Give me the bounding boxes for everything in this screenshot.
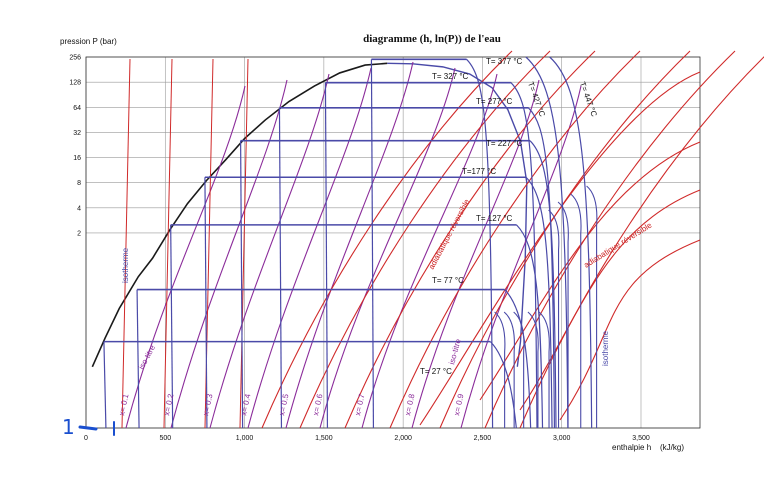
isotherm-liquid-5 bbox=[278, 107, 283, 429]
x-tick-label-5: 2,500 bbox=[474, 435, 492, 442]
x-axis-label: enthalpie h bbox=[612, 443, 651, 452]
isotherm-extra-8 bbox=[586, 185, 598, 428]
x-tick-label-7: 3,500 bbox=[632, 435, 650, 442]
adiabatic-liquid-1 bbox=[163, 58, 173, 429]
isotherm-vapor-6 bbox=[510, 82, 538, 429]
isotherm-label-7: T= 377 °C bbox=[486, 57, 523, 66]
handwritten-mark: 1 bbox=[62, 415, 115, 439]
isotherm-super-8 bbox=[525, 56, 569, 429]
handwritten-dash bbox=[78, 425, 98, 431]
y-axis-label: pression P (bar) bbox=[60, 37, 117, 46]
isotherm-layer bbox=[103, 56, 598, 429]
isotherm-vapor-3 bbox=[525, 176, 553, 429]
plot-frame bbox=[85, 56, 701, 429]
isotherm-super-9 bbox=[549, 56, 593, 429]
isotitre-line-4 bbox=[285, 61, 414, 429]
isotitre-line-2 bbox=[209, 73, 330, 429]
isotitre-label-1: x= 0.2 bbox=[162, 392, 175, 416]
isotherm-extra-7 bbox=[570, 193, 582, 428]
isotherm-label-3: T=177 °C bbox=[462, 167, 496, 176]
y-tick-label-4: 16 bbox=[73, 155, 81, 162]
adiabatic-liquid-3 bbox=[239, 58, 249, 429]
isotherm-extra-5 bbox=[548, 209, 560, 428]
adiabatic-super-3 bbox=[419, 71, 701, 426]
isotitre-label-4: x= 0.5 bbox=[277, 392, 290, 416]
isotherm-liquid-0 bbox=[103, 341, 107, 429]
isotherm-extra-3 bbox=[527, 311, 539, 428]
isotherm-vapor-2 bbox=[516, 224, 544, 429]
chart-title: diagramme (h, ln(P)) de l'eau bbox=[363, 33, 501, 45]
isotherm-label-5: T= 277 °C bbox=[476, 97, 513, 106]
isotitre-label-6: x= 0.7 bbox=[353, 392, 366, 416]
isotherm-liquid-2 bbox=[170, 224, 174, 429]
adiabatic-line-5 bbox=[484, 50, 736, 429]
isotitre-line-7 bbox=[411, 79, 540, 429]
y-tick-label-2: 64 bbox=[73, 105, 81, 112]
saturation-liquid-line bbox=[91, 62, 388, 368]
isotherm-liquid-4 bbox=[240, 140, 244, 429]
isotitre-label-7: x= 0.8 bbox=[403, 392, 416, 416]
isotherm-liquid-1 bbox=[136, 289, 140, 429]
x-tick-label-0: 0 bbox=[84, 435, 88, 442]
isotitre-line-8 bbox=[460, 85, 582, 429]
adiabatic-line-6 bbox=[519, 56, 764, 429]
isotitre-label: iso-titre bbox=[137, 343, 158, 371]
isotitre-line-1 bbox=[170, 79, 288, 429]
handwritten-one: 1 bbox=[62, 415, 75, 439]
y-tick-label-3: 32 bbox=[73, 130, 81, 137]
y-tick-label-0: 256 bbox=[69, 55, 81, 62]
isotherm-extra-1 bbox=[503, 311, 515, 428]
adiabatic-line-3 bbox=[389, 50, 641, 429]
saturation-dome-layer bbox=[91, 62, 528, 368]
y-tick-label-5: 8 bbox=[77, 180, 81, 187]
isotitre-label-2: x= 0.3 bbox=[201, 392, 214, 416]
isotherm-label-9: T= 447 °C bbox=[578, 81, 599, 118]
x-tick-label-1: 500 bbox=[159, 435, 171, 442]
adiabatic-line-2 bbox=[344, 50, 596, 429]
x-tick-label-4: 2,000 bbox=[394, 435, 412, 442]
adiabatic-line-1 bbox=[299, 50, 551, 429]
isotherme-left-label: isotherme bbox=[121, 247, 130, 283]
isotherm-liquid-6 bbox=[324, 82, 329, 429]
x-tick-label-6: 3,000 bbox=[553, 435, 571, 442]
adiabatic-label-2: adiabatique réversible bbox=[582, 220, 654, 269]
isotherm-liquid-7 bbox=[370, 59, 375, 429]
saturation-vapor-line bbox=[387, 62, 528, 367]
x-axis-unit: (kJ/kg) bbox=[660, 443, 684, 452]
isotherm-label-0: T= 27 °C bbox=[420, 367, 452, 376]
isotherm-label-4: T= 227 °C bbox=[486, 139, 523, 148]
y-tick-label-6: 4 bbox=[77, 205, 81, 212]
adiabatic-super-1 bbox=[519, 189, 701, 411]
y-tick-label-7: 2 bbox=[77, 230, 81, 237]
adiabatic-liquid-0 bbox=[121, 58, 131, 429]
isotherm-vapor-5 bbox=[527, 107, 556, 429]
isotherm-extra-6 bbox=[557, 201, 569, 428]
isotitre-label-5: x= 0.6 bbox=[311, 392, 324, 416]
isotherme-right-label: isotherme bbox=[601, 330, 610, 366]
isotherm-vapor-0 bbox=[489, 341, 517, 429]
isotitre-layer bbox=[125, 61, 582, 429]
x-tick-label-3: 1,500 bbox=[315, 435, 333, 442]
isotherm-liquid-3 bbox=[204, 177, 208, 429]
isotitre-line-3 bbox=[247, 67, 372, 429]
adiabatic-label-1: adiabatique réversible bbox=[427, 197, 472, 271]
x-tick-label-2: 1,000 bbox=[236, 435, 254, 442]
isotitre-line-6 bbox=[361, 73, 498, 429]
isotherm-extra-2 bbox=[513, 311, 525, 428]
isotitre-label-0: x= 0.1 bbox=[117, 392, 130, 416]
isotherm-label-2: T= 127 °C bbox=[476, 214, 513, 223]
isotitre-line-0 bbox=[125, 85, 246, 429]
isotherm-label-1: T= 77 °C bbox=[432, 276, 464, 285]
isotherm-extra-4 bbox=[538, 311, 550, 428]
y-tick-label-1: 128 bbox=[69, 80, 81, 87]
isotherm-vapor-7 bbox=[466, 58, 494, 429]
adiabatic-super-0 bbox=[479, 141, 701, 401]
isotherm-extra-0 bbox=[494, 311, 506, 428]
adiabatic-super-2 bbox=[559, 239, 701, 421]
isotherm-label-6: T= 327 °C bbox=[432, 72, 469, 81]
